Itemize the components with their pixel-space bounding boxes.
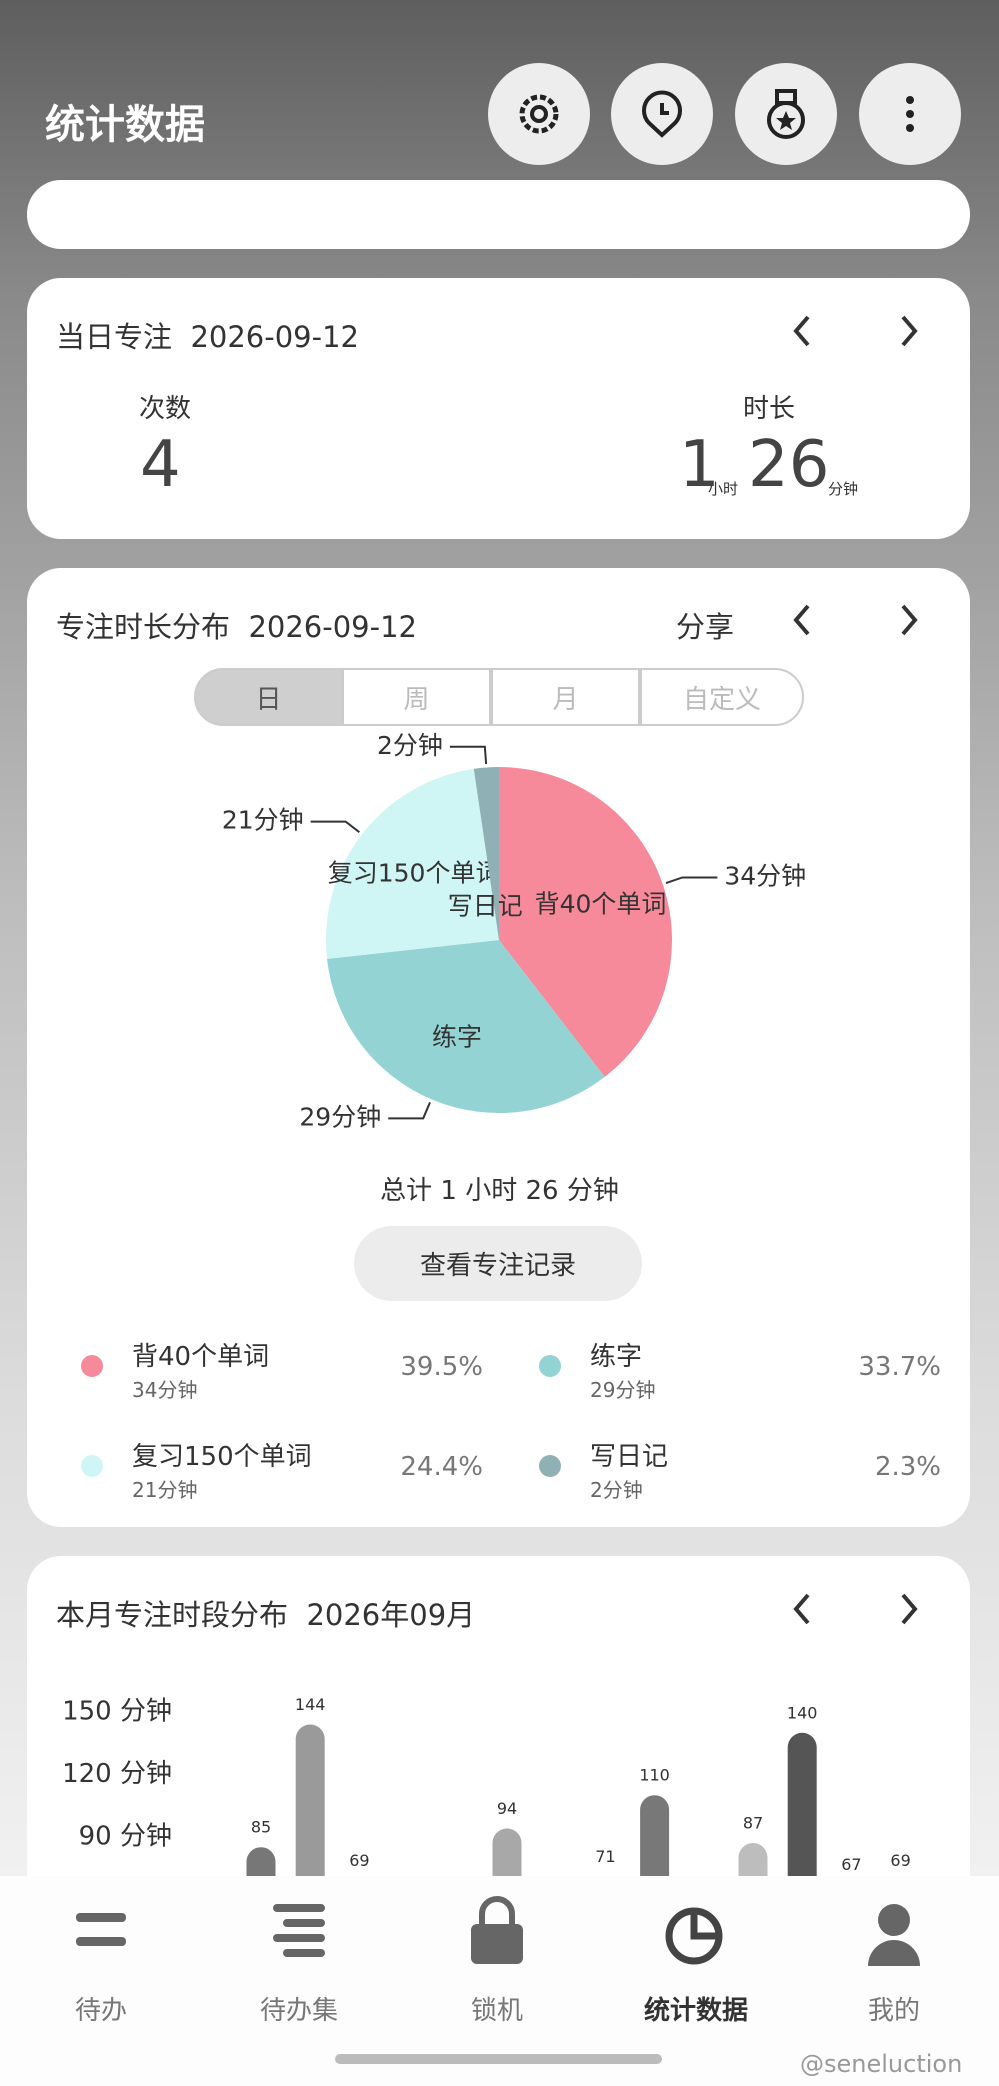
records-button[interactable]: 查看专注记录 [354,1226,642,1301]
home-indicator [335,2054,662,2064]
legend-percent: 33.7% [858,1352,941,1382]
pie-slice [326,768,499,959]
title-text: 本月专注时段分布 [56,1598,289,1632]
date-text: 2026-09-12 [248,610,417,644]
value-label: 2分钟 [377,731,443,760]
daily-card [27,278,970,539]
leader-line [388,1102,431,1120]
duration-label: 时长 [743,394,796,424]
tab[interactable]: 自定义 [640,668,804,726]
bar-value-label: 140 [787,1703,818,1722]
card-title: 当日专注 2026-09-12 [56,314,359,356]
value-label: 29分钟 [299,1102,381,1131]
date-text: 2026-09-12 [190,320,359,354]
legend-duration: 34分钟 [132,1378,198,1402]
bar-value-label: 144 [295,1695,326,1714]
bottom-nav: 待办 待办集 锁机 统计数据 我的 @seneluction [0,1876,999,2086]
watermark: @seneluction [800,2050,963,2078]
leader-line [310,820,360,833]
y-tick-label: 150 分钟 [62,1697,172,1727]
slice-label: 练字 [432,1023,482,1052]
legend-name: 写日记 [590,1442,669,1472]
pie-slice [499,767,672,1077]
minutes-value: 26 [748,428,830,502]
bar-value-label: 85 [251,1818,271,1837]
nav-arrows[interactable] [793,315,918,1625]
legend-swatch [539,1455,561,1477]
leader-line [449,745,488,765]
minutes-unit: 分钟 [828,480,859,498]
tab[interactable]: 月 [491,668,640,726]
slice-label: 背40个单词 [535,889,667,918]
legend-swatch [81,1355,103,1377]
pie-slice [327,940,605,1113]
count-value: 4 [140,428,181,502]
bar-value-label: 71 [595,1847,615,1866]
y-tick-label: 120 分钟 [62,1759,172,1789]
bar [640,1795,670,1876]
bar [738,1843,768,1876]
nav-item[interactable]: 锁机 [470,1996,523,2026]
legend-percent: 39.5% [400,1352,483,1382]
title-text: 专注时长分布 [56,610,231,644]
bar-value-label: 110 [639,1766,670,1785]
legend-percent: 24.4% [400,1452,483,1482]
total-text: 总计 1 小时 26 分钟 [380,1176,619,1206]
legend-name: 复习150个单词 [132,1442,312,1472]
bar-value-label: 87 [743,1814,763,1833]
legend-percent: 2.3% [874,1452,941,1482]
bar-value-label: 94 [497,1799,517,1818]
legend-swatch [539,1355,561,1377]
pie-slice [473,767,499,940]
badge-button[interactable] [735,63,837,165]
nav-item[interactable]: 统计数据 [643,1996,748,2026]
card-title: 本月专注时段分布 2026年09月 [56,1592,475,1634]
hours-unit: 小时 [708,480,739,498]
slice-label: 复习150个单词 [328,858,501,887]
more-button[interactable] [859,63,961,165]
y-tick-label: 90 分钟 [79,1821,172,1851]
value-label: 34分钟 [724,861,806,890]
bar-value-label: 69 [890,1851,910,1870]
history-button[interactable] [611,63,713,165]
hours-value: 1 [679,428,720,502]
legend-duration: 21分钟 [132,1478,198,1502]
settings-button[interactable] [488,63,590,165]
nav-item[interactable]: 待办 [74,1996,127,2026]
page-title: 统计数据 [45,102,205,148]
value-label: 21分钟 [222,806,304,835]
partial-card [27,180,970,249]
bar-value-label: 69 [349,1851,369,1870]
bar [787,1732,817,1876]
leader-line [665,876,718,884]
bar [246,1847,276,1876]
legend-duration: 2分钟 [590,1478,643,1502]
legend-duration: 29分钟 [590,1378,656,1402]
legend-name: 练字 [590,1342,643,1372]
title-text: 当日专注 [56,320,173,354]
nav-icons [76,1896,920,1966]
bar [492,1828,522,1876]
count-label: 次数 [139,394,192,424]
bar [295,1724,325,1876]
bar-value-label: 67 [841,1855,861,1874]
tab[interactable]: 周 [342,668,491,726]
nav-item[interactable]: 待办集 [259,1996,338,2026]
legend-swatch [81,1455,103,1477]
legend-name: 背40个单词 [132,1342,270,1372]
slice-label: 写日记 [448,891,523,920]
nav-item[interactable]: 我的 [867,1996,920,2026]
card-title: 专注时长分布 2026-09-12 [56,604,417,646]
date-text: 2026年09月 [306,1598,476,1632]
share-button[interactable]: 分享 [676,610,735,644]
